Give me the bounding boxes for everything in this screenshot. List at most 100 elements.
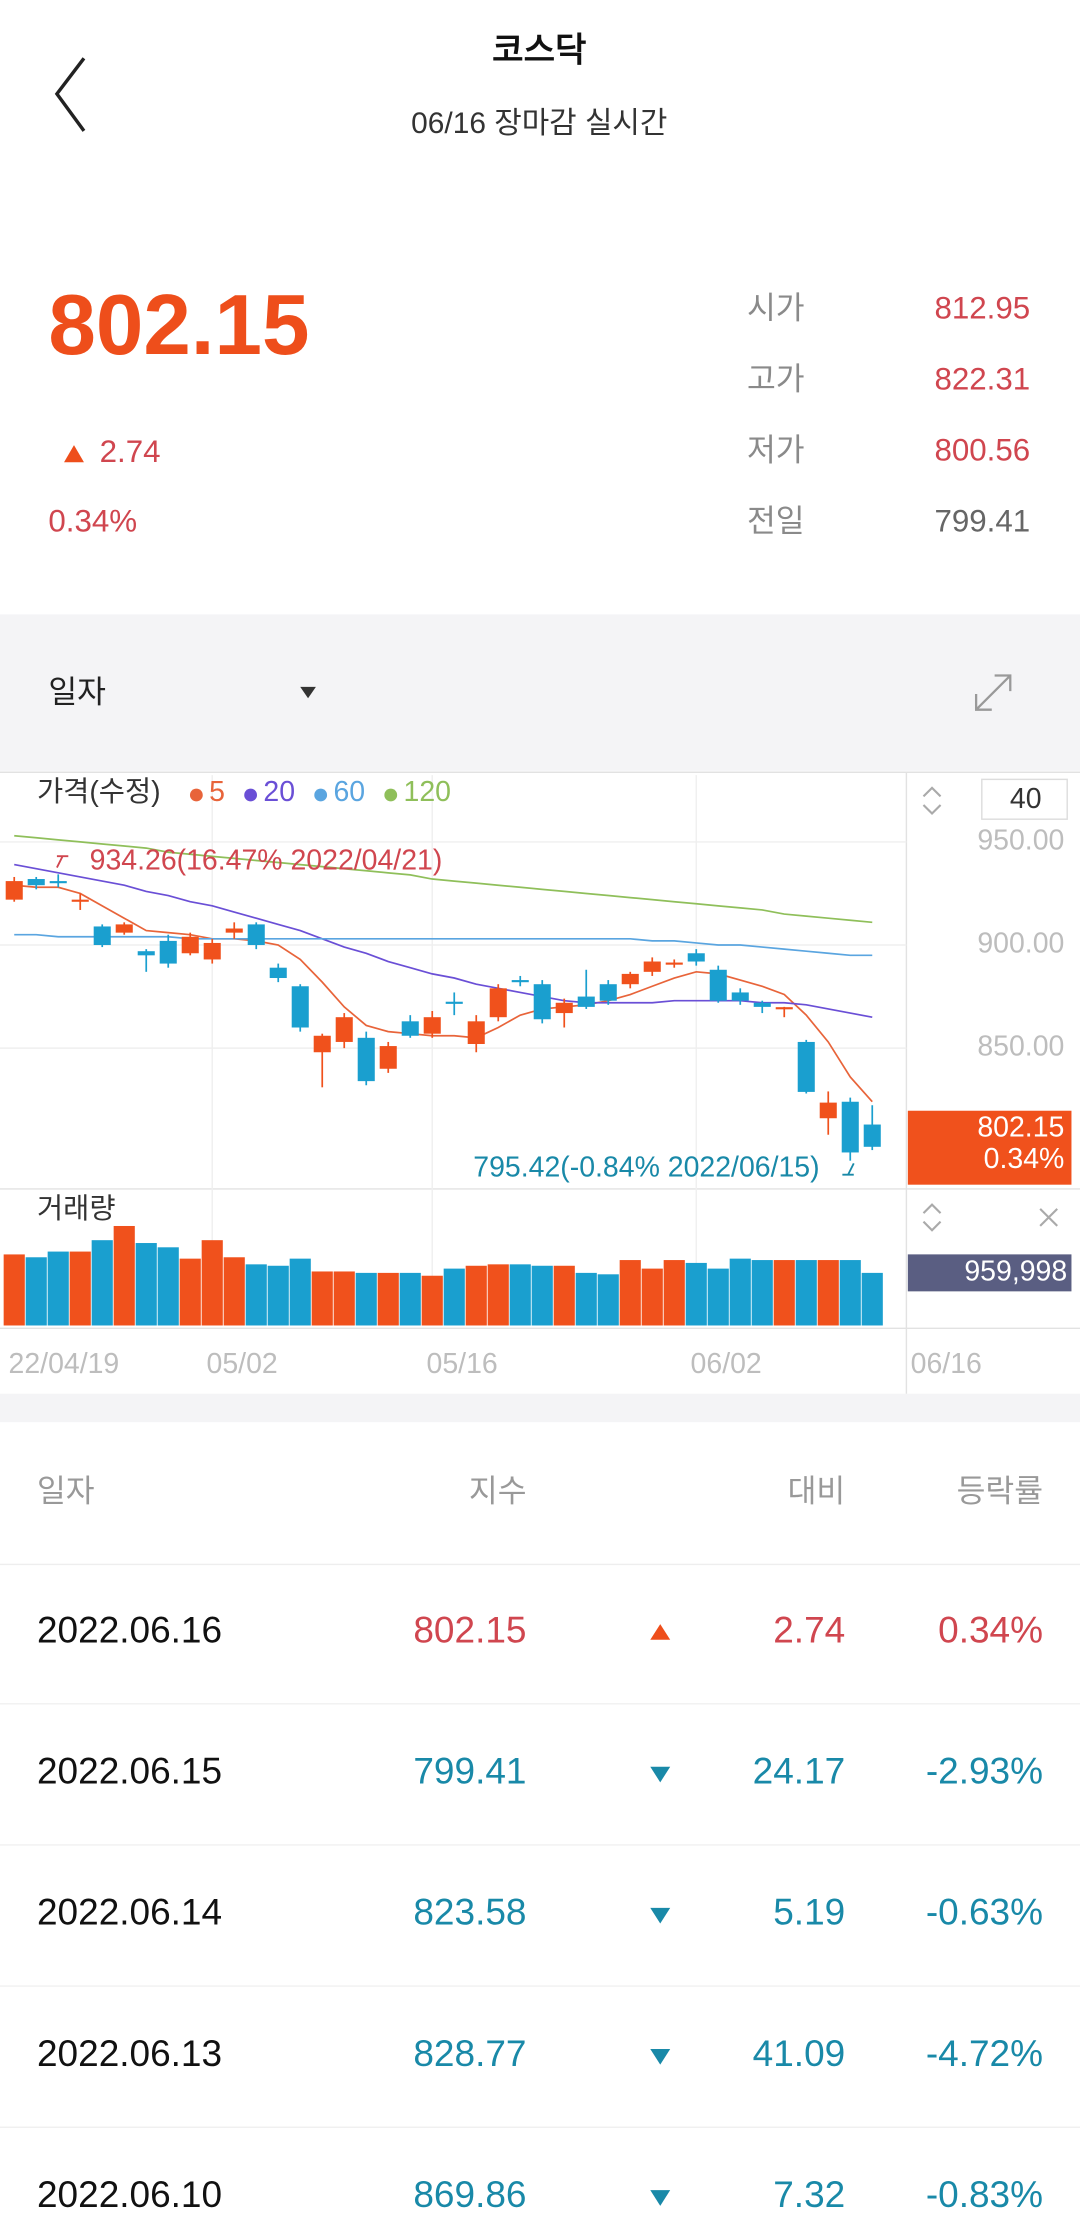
expand-icon[interactable]	[974, 674, 1012, 711]
current-price: 802.15	[48, 278, 309, 373]
row-date: 2022.06.10	[37, 2174, 222, 2215]
candle-body	[5, 881, 23, 900]
volume-bar	[773, 1260, 795, 1326]
candle-body	[467, 1021, 485, 1045]
volume-bar	[157, 1247, 179, 1326]
volume-bar	[113, 1225, 135, 1326]
candle-body	[335, 1017, 353, 1042]
volume-bar	[179, 1258, 201, 1326]
chart: 850.00 900.00 950.00 22/04/19 05/02 05/16 06/0…	[0, 771, 1080, 1394]
down-arrow	[650, 1907, 671, 1924]
section-gap	[0, 1393, 1080, 1423]
stat-value: 799.41	[934, 504, 1030, 539]
price-change: 2.74	[100, 434, 161, 469]
x-tick-label: 05/02	[207, 1348, 278, 1380]
volume-bar	[311, 1271, 333, 1326]
legend-entry: 60	[333, 776, 365, 808]
volume-bar	[223, 1257, 245, 1326]
volume-bar	[663, 1260, 685, 1326]
count-box[interactable]	[981, 778, 1068, 820]
visible-count[interactable]: 40	[1010, 783, 1042, 815]
volume-bar	[553, 1265, 575, 1326]
candle-body	[379, 1046, 397, 1069]
y-tick-label: 900.00	[977, 928, 1064, 960]
scale-toggle[interactable]	[922, 786, 942, 816]
volume-bar	[69, 1251, 91, 1326]
legend-dot	[244, 788, 258, 802]
candle-body	[731, 992, 749, 1001]
candle-body	[643, 961, 661, 972]
legend-entry: 5	[209, 776, 225, 808]
volume-bar	[289, 1258, 311, 1326]
price-tag	[907, 1110, 1072, 1185]
volume-bar	[751, 1260, 773, 1326]
row-index: 869.86	[413, 2174, 526, 2215]
row-rate: -2.93%	[926, 1751, 1043, 1792]
up-arrow	[650, 1624, 671, 1640]
period-select[interactable]: 일자	[48, 674, 106, 709]
candle-body	[577, 996, 595, 1007]
candle-body	[115, 924, 133, 933]
stat-label: 고가	[747, 361, 805, 396]
column-header: 일자	[37, 1474, 95, 1509]
candle-body	[291, 986, 309, 1028]
volume-bar	[47, 1251, 69, 1326]
candle-body	[423, 1017, 441, 1034]
row-rate: 0.34%	[938, 1609, 1043, 1650]
row-index: 802.15	[413, 1609, 526, 1650]
candle-body	[489, 988, 507, 1018]
candle-body	[863, 1124, 881, 1147]
back-button[interactable]	[54, 57, 86, 132]
row-change: 2.74	[773, 1609, 845, 1650]
volume-bar	[597, 1274, 619, 1326]
volume-bar	[355, 1272, 377, 1326]
candle-body	[203, 942, 221, 960]
volume-bar	[135, 1243, 157, 1326]
candle-body	[313, 1035, 331, 1053]
volume-bar	[25, 1257, 47, 1326]
row-index: 799.41	[413, 1751, 526, 1792]
dropdown-icon[interactable]	[300, 686, 316, 699]
row-date: 2022.06.16	[37, 1609, 222, 1650]
candle-body	[709, 969, 727, 1001]
candle-body	[841, 1101, 859, 1153]
candle-body	[181, 936, 199, 954]
row-rate: -0.83%	[926, 2174, 1043, 2215]
volume-bar	[817, 1260, 839, 1326]
candle-body	[225, 928, 243, 933]
up-arrow	[64, 445, 84, 463]
moving-average-line	[14, 933, 873, 957]
x-tick-label: 06/16	[911, 1348, 982, 1380]
chart-toolbar	[0, 614, 1080, 771]
volume-bar	[443, 1268, 465, 1326]
column-header: 지수	[469, 1474, 527, 1509]
volume-bar	[861, 1272, 883, 1326]
legend-dot	[314, 788, 328, 802]
stat-label: 전일	[747, 504, 805, 539]
row-change: 41.09	[753, 2033, 846, 2074]
close-icon[interactable]	[1039, 1208, 1058, 1227]
moving-average-line	[14, 834, 873, 924]
row-rate: -0.63%	[926, 1892, 1043, 1933]
volume-bar	[575, 1272, 597, 1326]
scale-toggle[interactable]	[922, 1203, 942, 1232]
legend-title: 가격(수정)	[37, 776, 161, 808]
volume-bar	[421, 1275, 443, 1326]
stat-label: 저가	[747, 433, 805, 468]
candle-body	[71, 899, 89, 902]
volume-bar	[245, 1264, 267, 1326]
volume-bar	[333, 1271, 355, 1326]
row-date: 2022.06.13	[37, 2033, 222, 2074]
stat-value: 812.95	[934, 290, 1030, 325]
candle-body	[621, 973, 639, 985]
legend-dot	[384, 788, 398, 802]
y-tick-label: 950.00	[977, 824, 1064, 856]
volume-bar	[465, 1265, 487, 1326]
legend-entry: 20	[263, 776, 295, 808]
row-date: 2022.06.15	[37, 1751, 222, 1792]
candle-body	[49, 881, 67, 884]
candle-body	[445, 1001, 463, 1004]
column-header: 대비	[788, 1474, 846, 1509]
